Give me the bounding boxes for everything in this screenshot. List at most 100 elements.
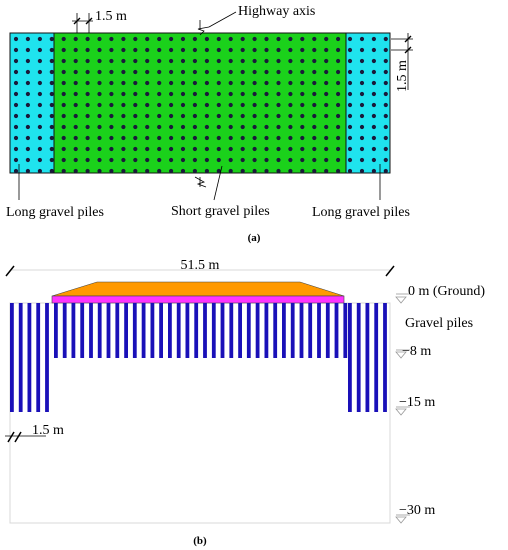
pile-dot [228,91,233,97]
gravel-pile [383,303,387,412]
pile-dot [359,36,365,42]
pile-dot [312,69,317,75]
gravel-pile [194,303,199,358]
pile-dot [133,168,138,174]
pile-dot [37,124,43,130]
pile-spacing-label: 1.5 m [32,423,64,438]
pile-dot [37,102,43,108]
pile-dot [324,91,329,97]
gravel-pile [229,303,234,358]
pile-dot [204,47,209,53]
pile-dot [276,47,281,53]
pile-dot [97,113,102,119]
pile-dot [240,135,245,141]
pile-dot [347,146,353,152]
pile-dot [109,91,114,97]
pile-dot [204,135,209,141]
pile-dot [97,91,102,97]
pile-dot [264,146,269,152]
pile-dot [383,69,388,75]
pile-dot [157,157,162,163]
pile-dot [371,69,376,75]
pile-dot [216,102,221,108]
pile-dot [37,168,43,174]
pile-dot [180,168,186,174]
pile-dot [37,146,43,152]
pile-dot [169,91,174,97]
pile-dot [61,91,66,97]
pile-dot [228,135,233,141]
pile-dot [347,102,353,108]
pile-dot [25,102,30,108]
pile-dot [192,102,197,108]
pile-dot [300,157,305,163]
pile-dot [336,124,341,130]
gravel-pile [141,303,146,358]
gravel-pile [255,303,260,358]
pile-dot [25,58,30,64]
pile-dot [109,146,114,152]
pile-dot [371,36,376,42]
pile-dot [61,168,66,174]
pile-dot [300,135,305,141]
pile-dot [312,36,317,42]
pile-dot [240,146,245,152]
pile-dot [192,58,197,64]
pile-dot [157,47,162,53]
pile-dot [133,146,138,152]
pile-dot [240,47,245,53]
ground-level-marker: 0 m (Ground) [395,284,485,304]
pile-dot [180,102,186,108]
pile-dot [288,124,293,130]
pile-dot [13,91,19,97]
pile-dot [37,36,43,42]
pile-dot [145,113,150,119]
pile-dot [228,168,233,174]
pile-dot [300,36,305,42]
pile-dot [204,157,209,163]
pile-dot [61,58,66,64]
pile-dot [169,69,174,75]
pile-dot [347,58,353,64]
pile-dot [85,58,90,64]
pile-dot [49,47,54,53]
pile-dot [216,58,221,64]
pile-dot [312,102,317,108]
gravel-pile [220,303,225,358]
pile-dot [264,102,269,108]
pile-dot [336,80,341,86]
pile-dot [73,102,78,108]
pile-dot [252,80,257,86]
pile-dot [204,102,209,108]
pile-dot [264,124,269,130]
gravel-pile [18,303,23,412]
gravel-pile [159,303,163,358]
pile-dot [73,146,78,152]
pile-dot [204,113,209,119]
pile-dot [73,58,78,64]
pile-dot [204,58,209,64]
pile-dot [145,102,150,108]
pile-dot [383,124,388,130]
pile-dot [133,47,138,53]
pile-dot [228,47,233,53]
pile-dot [169,58,174,64]
pile-dot [264,58,269,64]
pile-dot [145,47,150,53]
pile-dot [180,135,186,141]
pile-dot [133,36,138,42]
pile-dot [336,58,341,64]
pile-dot [383,47,388,53]
pile-dot [336,91,341,97]
cushion-layer [51,295,345,304]
pile-dot [133,80,138,86]
pile-dot [228,146,233,152]
pile-dot [49,135,54,141]
pile-dot [180,58,186,64]
pile-dot [169,135,174,141]
level-label-2: −15 m [399,395,435,410]
pile-dot [85,36,90,42]
pile-dot [216,47,221,53]
pile-dot [121,91,126,97]
gravel-pile [45,303,49,412]
